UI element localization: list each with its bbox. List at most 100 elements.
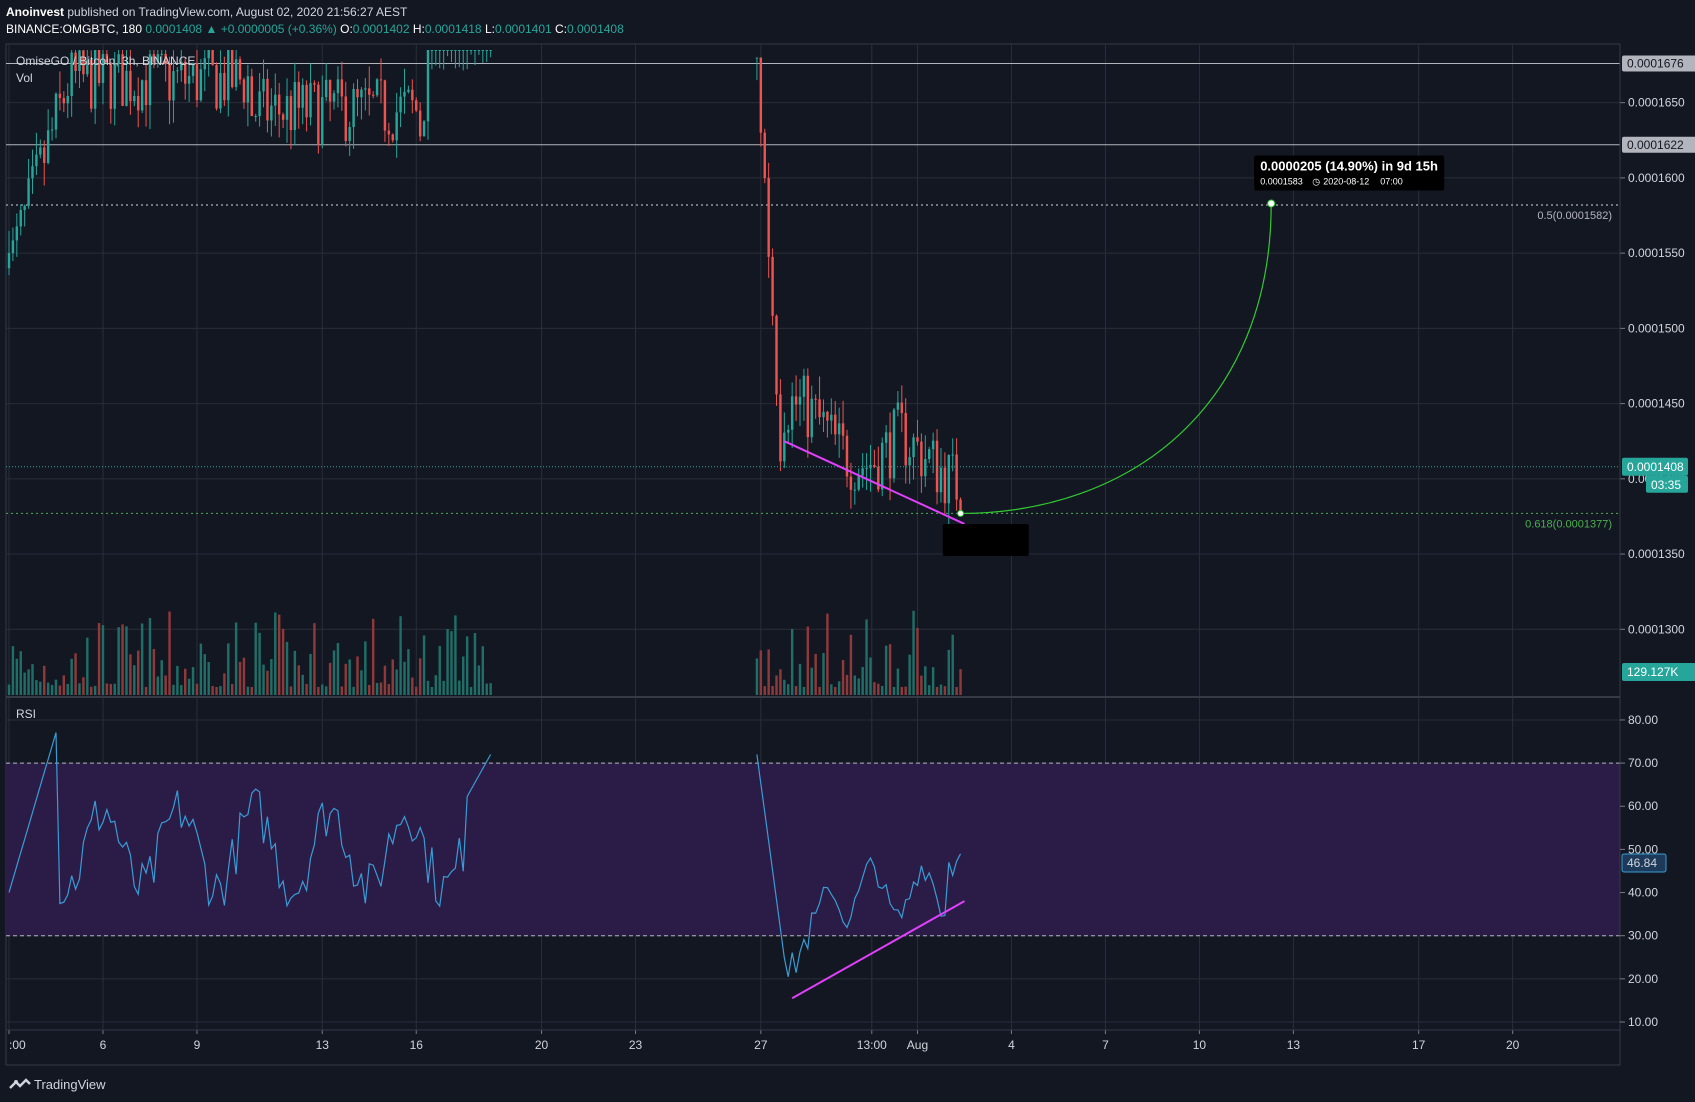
volume-bar: [297, 665, 300, 695]
candle-body: [865, 468, 868, 470]
candle-body: [481, 50, 485, 51]
candle-body: [297, 82, 300, 108]
volume-bar: [462, 656, 465, 695]
rsi-pane[interactable]: RSI: [6, 707, 1620, 1000]
candle-body: [356, 89, 359, 98]
volume-bar: [203, 654, 207, 695]
volume-bar: [837, 681, 841, 695]
rsi-band: [6, 763, 1620, 936]
main-legend-title[interactable]: OmiseGO / Bitcoin, 3h, BINANCE: [16, 54, 195, 68]
volume-bar: [58, 685, 62, 695]
volume-bar: [117, 627, 120, 695]
volume-bar: [485, 683, 488, 695]
volume-bar: [152, 648, 156, 695]
volume-bar: [775, 675, 778, 695]
volume-bar: [27, 669, 30, 695]
candle-body: [924, 459, 927, 477]
projection-end-point[interactable]: [1267, 199, 1276, 208]
volume-bar: [46, 682, 50, 695]
candle-body: [806, 375, 810, 438]
price-pane[interactable]: 0.5(0.0001582) 0.618(0.0001377) 0.0000205…: [6, 50, 1620, 695]
tradingview-brand[interactable]: TradingView: [34, 1077, 106, 1092]
volume-bar: [195, 683, 199, 695]
volume-bar: [794, 686, 798, 695]
volume-bar: [881, 685, 884, 695]
candle-body: [348, 127, 351, 141]
price-trendline[interactable]: [783, 440, 965, 525]
candle-body: [274, 94, 277, 106]
chart-canvas[interactable]: 0.5(0.0001582) 0.618(0.0001377) 0.0000205…: [0, 0, 1695, 1066]
candle-body: [465, 50, 469, 51]
volume-bar: [50, 684, 54, 695]
chart-header: Anoinvest published on TradingView.com, …: [0, 0, 1695, 44]
volume-bar: [289, 686, 293, 695]
volume-legend-title[interactable]: Vol: [16, 71, 33, 85]
volume-bar: [798, 663, 802, 695]
candle-body: [473, 50, 477, 51]
rsi-legend-title[interactable]: RSI: [16, 707, 36, 721]
candle-body: [321, 97, 324, 144]
change-readout: +0.0000005 (+0.36%): [220, 22, 337, 36]
candle-body: [873, 464, 876, 467]
candle-body: [779, 394, 782, 462]
volume-bar: [947, 649, 951, 695]
candle-body: [187, 75, 191, 84]
tradingview-logo-icon[interactable]: [8, 1075, 32, 1093]
fib-levels[interactable]: 0.5(0.0001582) 0.618(0.0001377): [6, 204, 1620, 530]
rsi-line: [8, 732, 962, 977]
candle-body: [258, 91, 261, 117]
author-name[interactable]: Anoinvest: [6, 5, 65, 19]
volume-bar: [430, 686, 434, 695]
horizontal-levels[interactable]: [6, 63, 1620, 146]
candle-body: [7, 253, 11, 269]
candle-body: [771, 256, 774, 316]
time-axis[interactable]: :00 6 9 13 16 20 23 27 13:00 Aug 4 7 10 13 17 20: [6, 1029, 1620, 1052]
volume-bar: [285, 641, 289, 695]
volume-bar: [438, 645, 441, 695]
candle-body: [489, 50, 492, 51]
time-tick-label: 4: [1008, 1038, 1015, 1052]
rsi-badge-background: [1621, 853, 1667, 873]
candle-body: [485, 50, 488, 51]
candle-body: [238, 59, 242, 80]
rsi-axis[interactable]: 80.00 70.00 60.00 50.00 40.00 30.00 20.00 10.00: [1620, 713, 1658, 1029]
rsi-trendline[interactable]: [791, 900, 965, 1000]
price-axis[interactable]: 0.0001650 0.0001600 0.0001550 0.0001500 0.00…: [1619, 44, 1685, 1065]
volume-bar: [407, 649, 410, 695]
volume-bar: [465, 636, 469, 695]
volume-bar: [884, 645, 888, 695]
volume-bar: [336, 643, 340, 695]
symbol-interval[interactable]: BINANCE:OMGBTC, 180: [6, 22, 143, 36]
footer: TradingView: [0, 1066, 1695, 1102]
candle-body: [262, 78, 265, 92]
volume-bar: [148, 617, 152, 695]
countdown-badge-background: [1646, 475, 1688, 493]
volume-bar: [787, 684, 790, 695]
time-tick-label: Aug: [907, 1038, 928, 1052]
projection-start-point[interactable]: [957, 509, 965, 517]
volume-bar: [62, 675, 66, 695]
candle-body: [375, 79, 379, 96]
candle-body: [371, 94, 375, 96]
volume-bar: [763, 686, 766, 695]
candle-body: [908, 457, 911, 466]
volume-bar: [293, 650, 297, 695]
time-tick-label: 9: [194, 1038, 201, 1052]
candle-body: [826, 411, 829, 421]
volume-bar: [313, 623, 316, 695]
candle-body: [900, 402, 904, 414]
candle-body: [810, 398, 813, 438]
volume-bar: [309, 653, 312, 695]
projection-curve[interactable]: [960, 203, 1272, 515]
candle-body: [391, 134, 394, 141]
candle-body: [199, 69, 203, 101]
candle-body: [822, 411, 825, 418]
volume-bar: [223, 673, 226, 695]
volume-bar: [113, 683, 116, 695]
candle-body: [411, 89, 414, 101]
volume-bar: [66, 683, 69, 695]
volume-bar: [176, 665, 179, 695]
candle-body: [305, 84, 308, 118]
volume-bar: [352, 686, 355, 695]
candle-body: [46, 130, 50, 163]
